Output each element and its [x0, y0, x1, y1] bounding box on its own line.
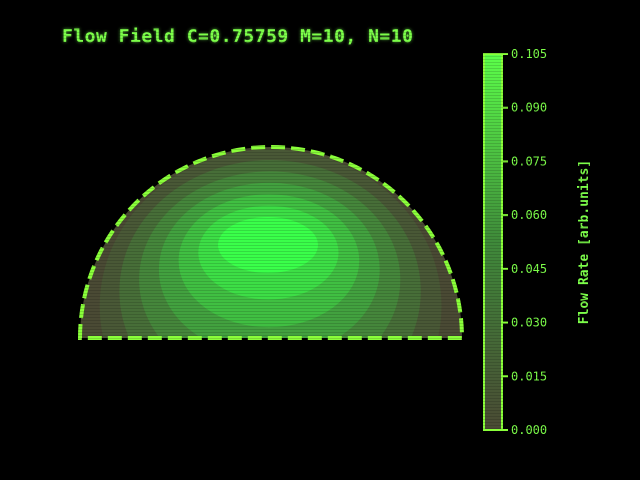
- colorbar-tick-label: 0.060: [511, 208, 547, 222]
- colorbar-tick-label: 0.090: [511, 101, 547, 115]
- colorbar-label: Flow Rate [arb.units]: [577, 160, 592, 324]
- colorbar-tick-label: 0.000: [511, 423, 547, 437]
- colorbar-tick-label: 0.045: [511, 262, 547, 276]
- chart-title: Flow Field C=0.75759 M=10, N=10: [62, 26, 414, 47]
- colorbar-tick-label: 0.105: [511, 47, 547, 61]
- colorbar-tick-label: 0.015: [511, 369, 547, 383]
- colorbar-tick-label: 0.075: [511, 154, 547, 168]
- colorbar: 0.105 0.090 0.075 0.060 0.045 0.030 0.015 0.000…: [483, 47, 592, 437]
- flow-field: [80, 147, 462, 338]
- semicircle-boundary: [77, 145, 465, 340]
- colorbar-tick-label: 0.030: [511, 316, 547, 330]
- contour-band-7: [218, 217, 318, 273]
- colorbar-gradient: [483, 53, 503, 431]
